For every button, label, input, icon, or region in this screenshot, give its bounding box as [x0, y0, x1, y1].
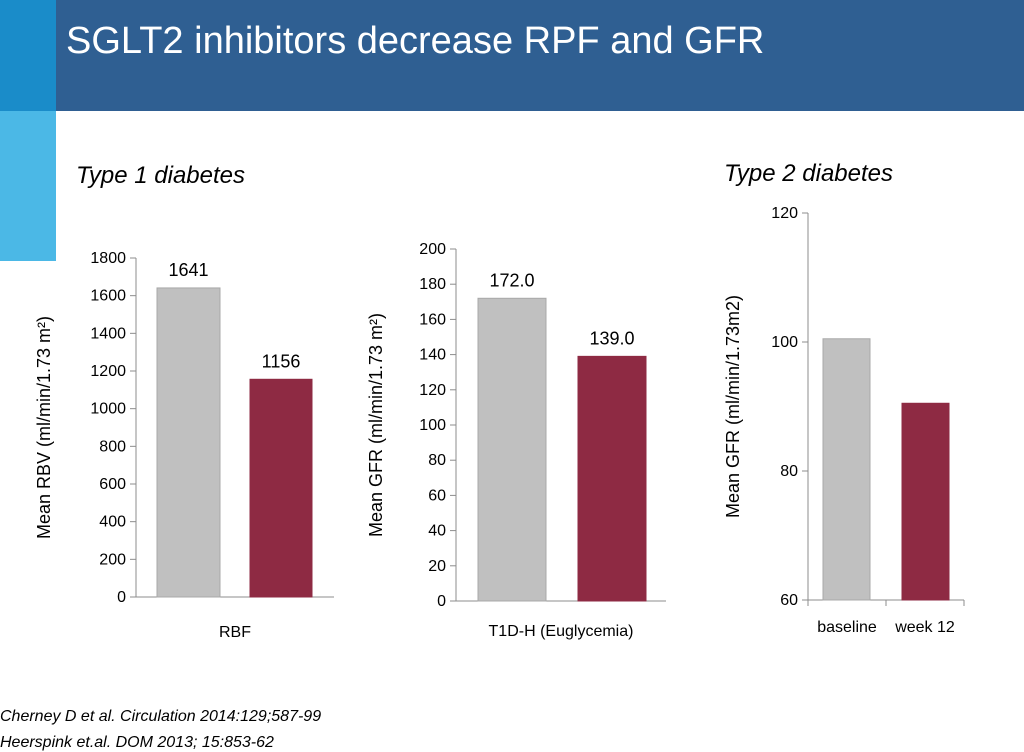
chart2-y-tick-label: 40	[428, 523, 446, 540]
chart3-bar	[901, 402, 950, 601]
chart1-y-tick-label: 600	[99, 476, 126, 493]
chart1-y-tick-label: 200	[99, 551, 126, 568]
chart1-y-tick-label: 1800	[90, 250, 126, 267]
chart1-x-category-label: RBF	[219, 624, 251, 641]
chart1-y-tick-label: 1600	[90, 288, 126, 305]
chart3-bar	[822, 338, 871, 601]
chart2-y-tick-label: 0	[437, 593, 446, 610]
chart1-bar	[156, 287, 221, 598]
chart1-bar	[249, 378, 313, 598]
chart1-y-axis-title: Mean RBV (ml/min/1.73 m²)	[34, 316, 54, 539]
chart3-x-category-label: week 12	[894, 619, 955, 636]
chart3-y-tick-label: 100	[771, 334, 798, 351]
chart3-y-tick-label: 60	[780, 592, 798, 609]
chart3-y-tick-label: 120	[771, 205, 798, 222]
chart1-data-label: 1156	[262, 351, 301, 371]
section-label-type2: Type 2 diabetes	[724, 160, 893, 187]
chart2-y-tick-label: 60	[428, 487, 446, 504]
chart2-data-label: 139.0	[589, 328, 634, 348]
title-bar	[0, 0, 1024, 111]
citation-2: Heerspink et.al. DOM 2013; 15:853-62	[0, 734, 274, 751]
chart2-bar	[477, 297, 547, 602]
chart1-y-tick-label: 800	[99, 438, 126, 455]
accent-block-dark	[0, 0, 56, 111]
slide-title: SGLT2 inhibitors decrease RPF and GFR	[66, 20, 765, 62]
chart1-y-tick-label: 0	[117, 589, 126, 606]
chart2-x-category-label: T1D-H (Euglycemia)	[489, 623, 634, 640]
section-label-type1: Type 1 diabetes	[76, 162, 245, 189]
chart1-y-tick-label: 1400	[90, 325, 126, 342]
chart2-y-axis-title: Mean GFR (ml/min/1.73 m²)	[366, 313, 386, 537]
chart3-y-axis-title: Mean GFR (ml/min/1.73m2)	[723, 295, 743, 518]
chart1-y-tick-label: 1200	[90, 363, 126, 380]
chart2-y-tick-label: 100	[419, 417, 446, 434]
chart3-x-category-label: baseline	[817, 619, 877, 636]
chart1-data-label: 1641	[168, 260, 208, 280]
chart2-y-tick-label: 140	[419, 347, 446, 364]
chart1-y-tick-label: 1000	[90, 401, 126, 418]
chart3-y-tick-label: 80	[780, 463, 798, 480]
chart2-y-tick-label: 200	[419, 241, 446, 258]
chart2-y-tick-label: 20	[428, 558, 446, 575]
chart2-bar	[577, 355, 647, 602]
chart2-y-tick-label: 120	[419, 382, 446, 399]
chart2-y-tick-label: 180	[419, 276, 446, 293]
chart1-y-tick-label: 400	[99, 514, 126, 531]
accent-block-light	[0, 111, 56, 261]
chart2-y-tick-label: 160	[419, 311, 446, 328]
chart2-y-tick-label: 80	[428, 452, 446, 469]
citation-1: Cherney D et al. Circulation 2014:129;58…	[0, 708, 322, 725]
chart2-data-label: 172.0	[489, 270, 534, 290]
